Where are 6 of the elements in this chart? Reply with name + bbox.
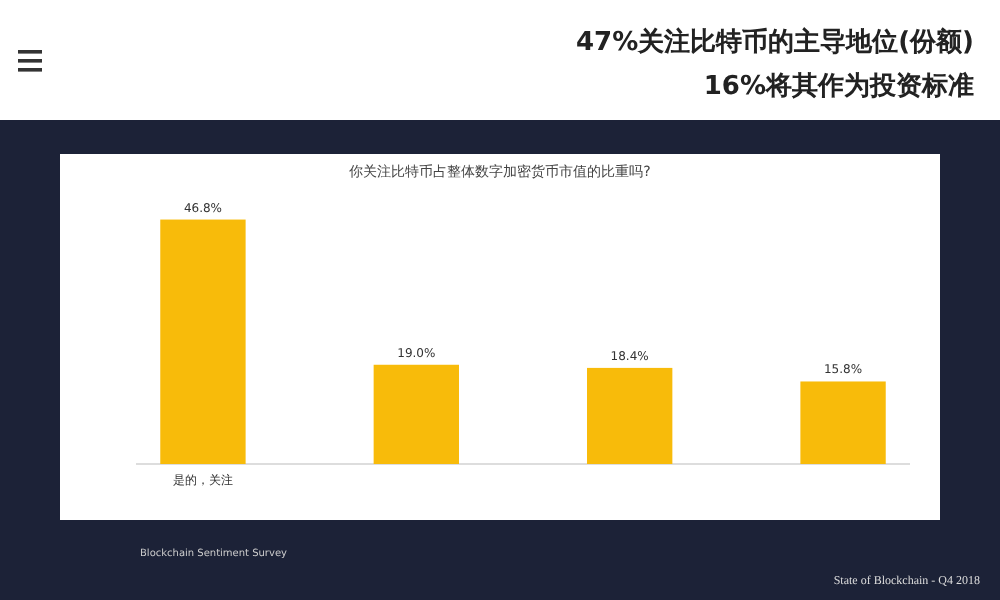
chart-title: 47%关注比特币的主导地位(份额)	[576, 26, 974, 58]
chart-subtitle: 16%将其作为投资标准	[703, 70, 974, 102]
bar	[373, 364, 459, 464]
bar	[160, 219, 246, 464]
bar	[800, 381, 886, 464]
bar	[587, 367, 673, 464]
